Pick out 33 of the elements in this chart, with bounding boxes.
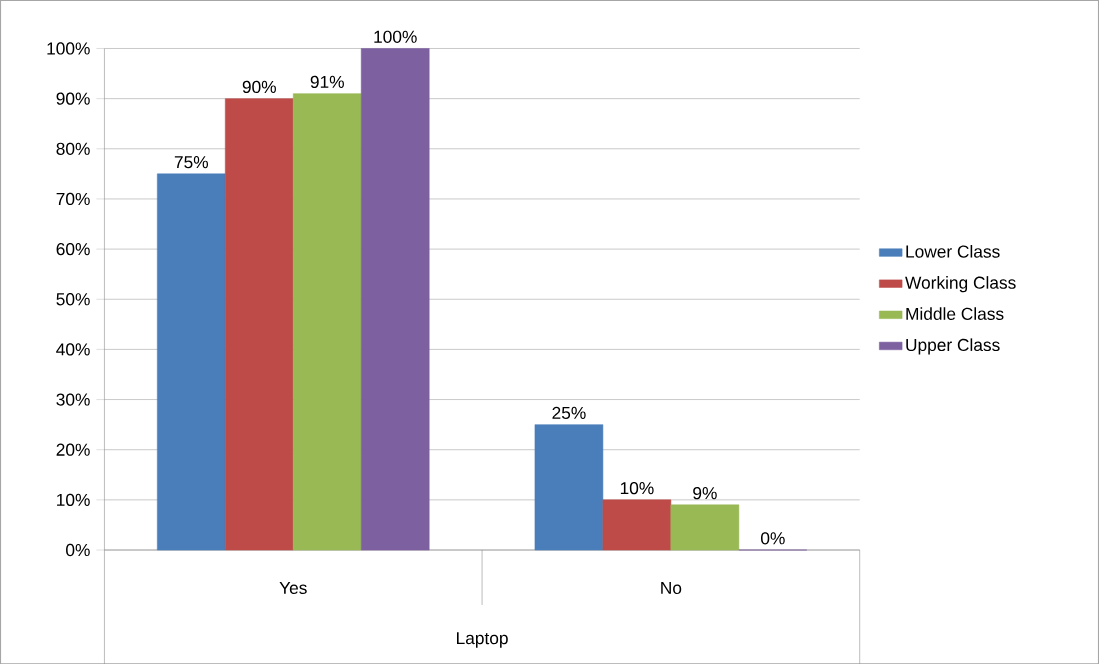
bar (670, 504, 740, 551)
data-label: 91% (310, 75, 344, 88)
y-tick-label: 90% (56, 92, 90, 105)
y-tick-label: 30% (56, 393, 90, 406)
x-tick-label: Yes (279, 581, 307, 594)
data-label: 25% (552, 406, 586, 419)
bar (157, 173, 226, 551)
y-tick-label: 80% (56, 142, 90, 155)
data-label: 10% (620, 481, 654, 495)
legend-label: Middle Class (906, 307, 1004, 320)
bar (534, 424, 604, 551)
data-label: 9% (693, 486, 717, 500)
y-tick-label: 70% (56, 192, 90, 205)
x-tick-label: No (661, 581, 682, 594)
y-tick-label: 50% (56, 292, 90, 306)
bar (292, 93, 362, 551)
data-label: 75% (174, 155, 209, 169)
legend-label: Working Class (905, 275, 1016, 293)
y-tick-label: 40% (56, 343, 90, 356)
data-label: 90% (242, 80, 276, 93)
y-tick-label: 0% (66, 543, 90, 556)
y-tick-label: 100% (47, 42, 90, 55)
x-axis-title: Laptop (457, 631, 508, 648)
bar (225, 98, 294, 551)
data-label: 100% (374, 30, 417, 43)
y-tick-label: 10% (57, 493, 90, 506)
legend-label: Upper Class (906, 338, 1000, 355)
bar (602, 499, 672, 551)
bar (360, 48, 430, 551)
data-label: 0% (761, 531, 785, 545)
legend-label: Lower Class (906, 244, 1000, 258)
y-tick-label: 60% (56, 242, 90, 256)
y-tick-label: 20% (56, 443, 90, 456)
